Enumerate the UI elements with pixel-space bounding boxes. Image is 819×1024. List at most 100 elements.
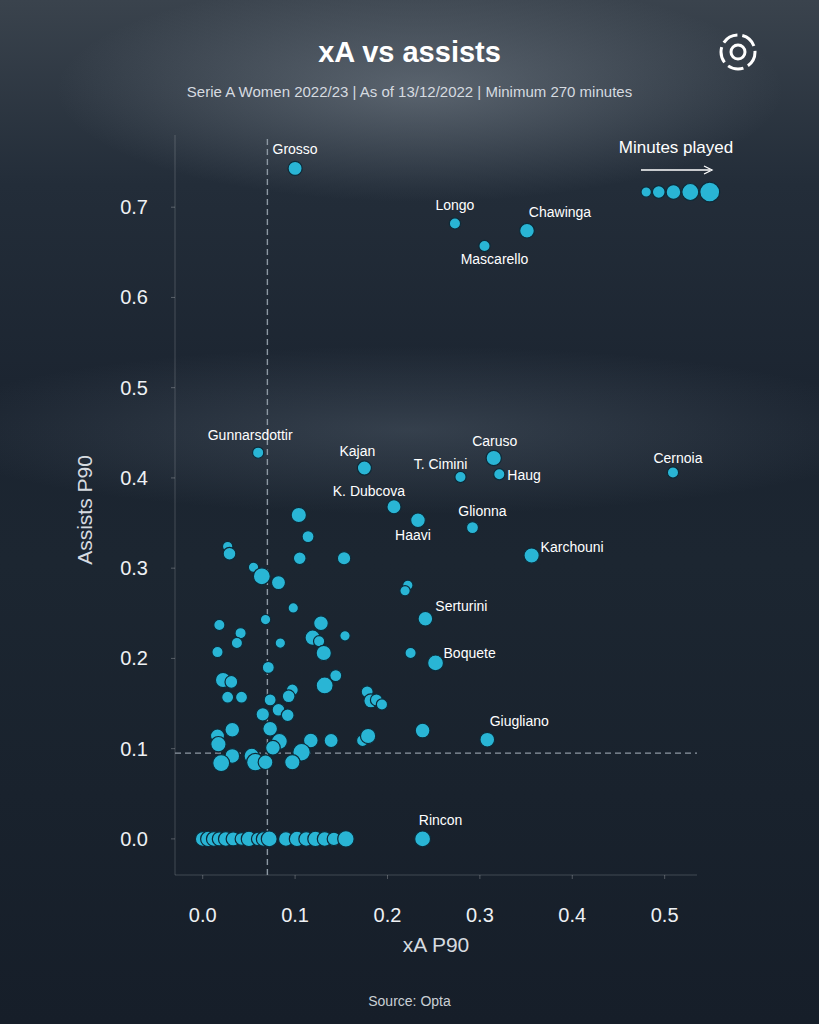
point <box>266 740 281 755</box>
x-tick-label: 0.2 <box>374 904 402 926</box>
point <box>316 645 331 660</box>
size-legend-marker <box>700 182 720 202</box>
point <box>231 637 242 648</box>
point <box>324 734 338 748</box>
point <box>316 677 333 694</box>
y-tick <box>171 658 175 659</box>
y-tick-label: 0.7 <box>120 196 148 218</box>
y-tick <box>171 207 175 208</box>
point <box>486 450 501 465</box>
y-tick <box>171 297 175 298</box>
point <box>360 728 375 743</box>
point <box>520 223 535 238</box>
point <box>213 755 230 772</box>
y-tick-label: 0.4 <box>120 467 148 489</box>
point <box>214 619 225 630</box>
point <box>415 831 431 847</box>
point <box>494 469 505 480</box>
y-tick-label: 0.3 <box>120 557 148 579</box>
logo <box>721 35 755 69</box>
point-label: Boquete <box>444 645 496 661</box>
point-label: Gunnarsdottir <box>208 427 293 443</box>
size-legend-arrowhead <box>704 166 712 174</box>
y-tick <box>171 477 175 478</box>
x-tick-label: 0.5 <box>651 904 679 926</box>
x-tick-label: 0.3 <box>466 904 494 926</box>
y-axis-line <box>175 135 176 875</box>
point <box>400 586 410 596</box>
point <box>271 576 285 590</box>
point <box>264 694 276 706</box>
point <box>275 638 285 648</box>
point <box>261 831 277 847</box>
size-legend-marker <box>666 185 681 200</box>
point <box>225 722 240 737</box>
point <box>480 732 495 747</box>
y-tick-label: 0.0 <box>120 828 148 850</box>
point <box>285 755 300 770</box>
point <box>293 552 306 565</box>
y-tick-label: 0.1 <box>120 738 148 760</box>
point <box>291 507 306 522</box>
point <box>314 616 329 631</box>
y-tick-label: 0.5 <box>120 377 148 399</box>
point-label: Longo <box>435 197 474 213</box>
subtitle: Serie A Women 2022/23 | As of 13/12/2022… <box>187 83 632 100</box>
point <box>281 709 294 722</box>
point <box>260 614 270 624</box>
x-tick <box>202 875 203 879</box>
y-tick-label: 0.6 <box>120 286 148 308</box>
size-legend-title: Minutes played <box>619 138 733 157</box>
point <box>405 647 416 658</box>
point-label: Caruso <box>472 433 517 449</box>
point <box>253 447 264 458</box>
y-tick <box>171 748 175 749</box>
x-tick <box>479 875 480 879</box>
point <box>340 631 350 641</box>
point <box>455 471 466 482</box>
point-label: Cernoia <box>653 450 702 466</box>
point <box>225 676 238 689</box>
point-label: Glionna <box>458 503 506 519</box>
y-tick-label: 0.2 <box>120 647 148 669</box>
point <box>337 552 350 565</box>
x-tick <box>387 875 388 879</box>
point <box>524 548 539 563</box>
point <box>387 500 401 514</box>
point <box>428 655 444 671</box>
point-label: K. Dubcova <box>333 483 406 499</box>
point <box>258 755 273 770</box>
point <box>338 831 354 847</box>
point <box>449 218 460 229</box>
point <box>262 661 274 673</box>
x-tick <box>295 875 296 879</box>
point-label: Haavi <box>395 527 431 543</box>
x-tick <box>664 875 665 879</box>
point <box>211 736 226 751</box>
size-legend-marker <box>641 187 651 197</box>
point <box>415 723 430 738</box>
point <box>288 161 302 175</box>
point <box>222 691 234 703</box>
point <box>302 531 314 543</box>
point <box>212 646 223 657</box>
size-legend-marker <box>682 184 699 201</box>
logo-ring <box>721 35 755 69</box>
source: Source: Opta <box>368 993 451 1009</box>
point-label: Grosso <box>273 141 318 157</box>
point-label: Serturini <box>435 598 487 614</box>
point <box>282 690 295 703</box>
point <box>376 699 387 710</box>
point <box>667 467 678 478</box>
point-label: Chawinga <box>529 204 591 220</box>
size-legend-marker <box>652 186 665 199</box>
x-axis-title: xA P90 <box>403 933 470 956</box>
point-label: Rincon <box>419 812 463 828</box>
point <box>236 691 248 703</box>
point <box>256 708 269 721</box>
point-label: T. Cimini <box>414 456 468 472</box>
logo-core <box>731 45 745 59</box>
point-label: Giugliano <box>490 713 549 729</box>
point <box>357 461 371 475</box>
point <box>288 603 298 613</box>
